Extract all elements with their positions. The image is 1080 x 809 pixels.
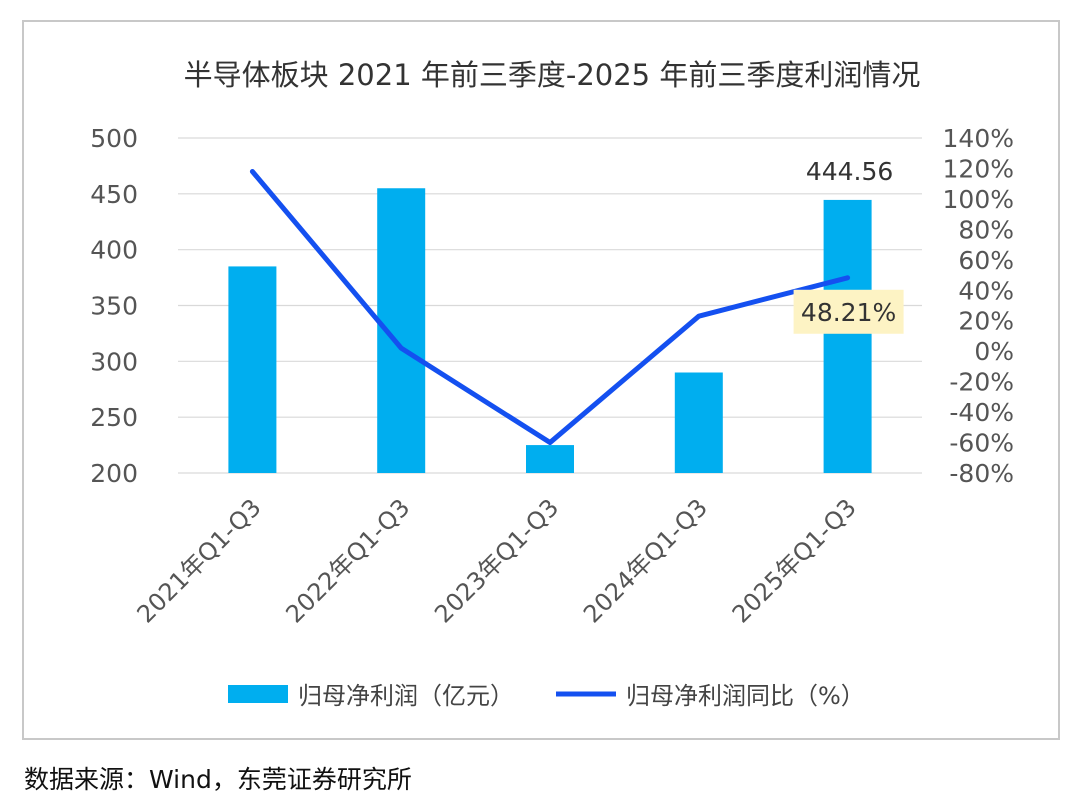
right-tick-label: 140% [943,124,1014,153]
right-tick-label: 40% [958,276,1014,305]
right-axis-ticks: 140%120%100%80%60%40%20%0%-20%-40%-60%-8… [943,124,1014,488]
grid-layer [178,137,922,474]
legend-line-label: 归母净利润同比（%） [626,682,865,710]
right-tick-label: 0% [974,337,1014,366]
bar [228,266,277,473]
legend-bar-label: 归母净利润（亿元） [298,682,514,710]
left-tick-label: 500 [90,124,138,153]
series-line [249,169,851,446]
left-tick-label: 450 [90,180,138,209]
left-tick-label: 200 [90,459,138,488]
right-tick-label: 100% [943,185,1014,214]
right-tick-label: -40% [949,398,1014,427]
annotation-layer: 444.56 48.21% [793,157,904,334]
chart-title: 半导体板块 2021 年前三季度-2025 年前三季度利润情况 [184,58,921,92]
right-tick-label: 120% [943,154,1014,183]
right-tick-label: -80% [949,459,1014,488]
right-tick-label: -20% [949,368,1014,397]
data-label-background [793,289,904,334]
bar [526,445,574,473]
x-tick-label: 2024年Q1-Q3 [578,493,713,628]
data-label: 48.21% [801,298,896,327]
bar [823,199,872,473]
x-tick-label: 2021年Q1-Q3 [132,493,267,628]
legend-bar-swatch [228,685,288,703]
x-tick-label: 2025年Q1-Q3 [727,493,862,628]
left-tick-label: 250 [90,403,138,432]
x-tick-label: 2022年Q1-Q3 [280,493,415,628]
chart-frame: 半导体板块 2021 年前三季度-2025 年前三季度利润情况 500 450 40… [22,20,1060,740]
chart-svg: 半导体板块 2021 年前三季度-2025 年前三季度利润情况 500 450 40… [90,58,1014,710]
right-tick-label: 20% [958,307,1014,336]
left-tick-label: 300 [90,347,138,376]
bar [674,372,723,473]
bar-layer [228,188,872,473]
left-tick-label: 400 [90,236,138,265]
right-tick-label: -60% [949,429,1014,458]
right-tick-label: 60% [958,246,1014,275]
data-label: 444.56 [806,157,893,186]
left-tick-label: 350 [90,292,138,321]
right-tick-label: 80% [958,215,1014,244]
left-axis-ticks: 500 450 400 350 300 250 200 [90,124,138,488]
x-axis-labels: 2021年Q1-Q3 2022年Q1-Q3 2023年Q1-Q3 2024年Q1-Q3… [132,493,862,628]
source-note: 数据来源：Wind，东莞证券研究所 [24,765,412,794]
x-tick-label: 2023年Q1-Q3 [429,493,564,628]
line-layer [249,169,851,446]
legend: 归母净利润（亿元） 归母净利润同比（%） [228,682,865,710]
